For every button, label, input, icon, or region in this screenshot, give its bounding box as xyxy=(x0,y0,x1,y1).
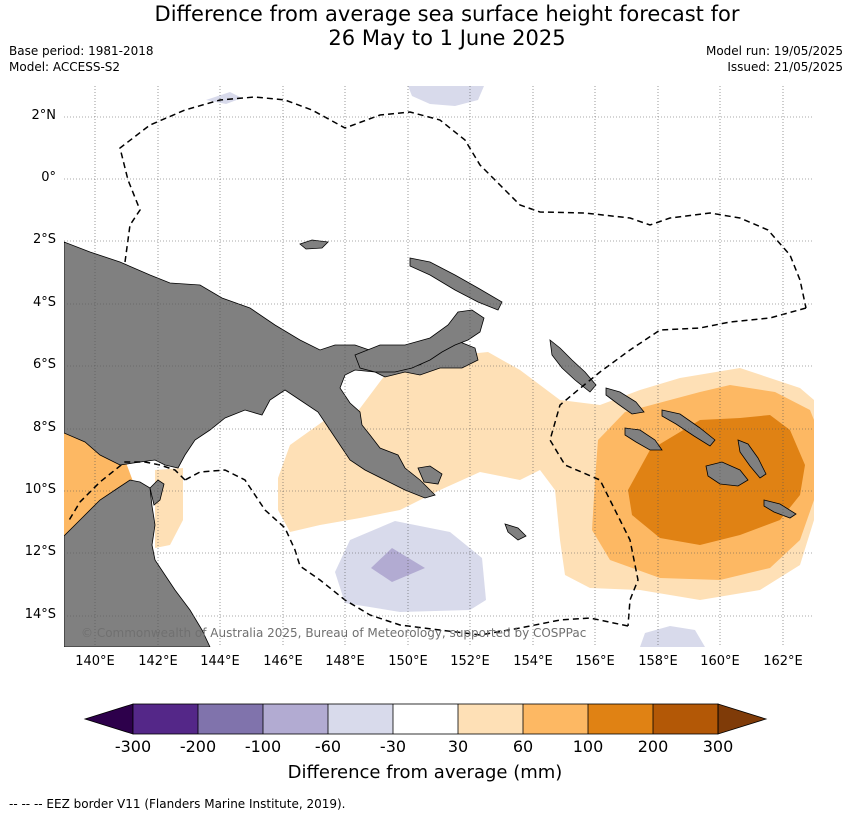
lon-label-156e: 156°E xyxy=(575,654,615,669)
anomaly-neg-30-southeast xyxy=(640,626,705,647)
lon-label-152e: 152°E xyxy=(450,654,490,669)
lon-label-162e: 162°E xyxy=(763,654,803,669)
lat-label-4s: 4°S xyxy=(32,295,56,310)
colorbar-tick: -30 xyxy=(379,737,407,756)
title-line-1: Difference from average sea surface heig… xyxy=(154,2,740,26)
eez-borders xyxy=(67,96,807,636)
colorbar-tick: 300 xyxy=(702,737,734,756)
lat-label-2n: 2°N xyxy=(31,108,57,123)
lon-label-140e: 140°E xyxy=(75,654,115,669)
colorbar-bin-1 xyxy=(133,704,198,734)
lon-label-146e: 146°E xyxy=(263,654,303,669)
lon-label-142e: 142°E xyxy=(138,654,178,669)
colorbar-bin-7 xyxy=(523,704,588,734)
land-bougainville xyxy=(549,339,597,393)
base-period: Base period: 1981-2018 xyxy=(9,44,154,58)
model-name: Model: ACCESS-S2 xyxy=(9,60,121,74)
colorbar-bin-2 xyxy=(198,704,263,734)
colorbar-bin-9 xyxy=(653,704,718,734)
lat-label-12s: 12°S xyxy=(24,544,56,559)
land-cape-york xyxy=(64,479,211,647)
model-run: Model run: 19/05/2025 xyxy=(705,44,843,58)
title-line-2: 26 May to 1 June 2025 xyxy=(328,26,566,50)
colorbar-tick: -300 xyxy=(114,737,152,756)
colorbar-tick: -60 xyxy=(314,737,342,756)
lat-label-2s: 2°S xyxy=(32,232,56,247)
lon-label-148e: 148°E xyxy=(325,654,365,669)
colorbar-tick: -100 xyxy=(244,737,282,756)
colorbar-bin-4 xyxy=(328,704,393,734)
colorbar-tick: 60 xyxy=(512,737,534,756)
colorbar-tick: 30 xyxy=(447,737,469,756)
lat-label-14s: 14°S xyxy=(24,607,56,622)
land-manus xyxy=(299,239,329,250)
land-santa-isabel xyxy=(661,409,716,447)
meta-left: Base period: 1981-2018 Model: ACCESS-S2 xyxy=(9,43,154,75)
anomaly-neg-30-north-small xyxy=(206,92,242,104)
land-choiseul xyxy=(605,387,645,415)
colorbar-tick: 100 xyxy=(572,737,604,756)
meta-right: Model run: 19/05/2025 Issued: 21/05/2025 xyxy=(706,43,843,75)
land-new-georgia xyxy=(624,427,663,451)
colorbar-bin-5 xyxy=(393,704,458,734)
colorbar-title: Difference from average (mm) xyxy=(287,762,563,783)
land-guadalcanal xyxy=(705,461,749,487)
copyright-notice: © Commonwealth of Australia 2025, Bureau… xyxy=(81,626,587,640)
gridlines xyxy=(64,86,814,647)
land-new-ireland xyxy=(409,257,503,311)
land-makira xyxy=(763,499,797,519)
anomaly-neg-30-north xyxy=(408,86,484,106)
map-plot-area xyxy=(64,86,814,647)
colorbar-bin-8 xyxy=(588,704,653,734)
land-new-guinea xyxy=(64,241,479,499)
land-louisiade xyxy=(504,523,527,541)
colorbar-tick: -200 xyxy=(179,737,217,756)
lon-label-158e: 158°E xyxy=(638,654,678,669)
colorbar-tick: 200 xyxy=(637,737,669,756)
land-new-britain xyxy=(354,309,485,373)
land-cape-york-tip xyxy=(149,479,165,506)
lon-label-154e: 154°E xyxy=(513,654,553,669)
anomaly-neg-60 xyxy=(371,548,425,582)
map-title: Difference from average sea surface heig… xyxy=(0,2,850,50)
lat-label-0: 0° xyxy=(41,170,56,185)
colorbar-extend-low xyxy=(83,703,134,735)
lat-label-10s: 10°S xyxy=(24,482,56,497)
colorbar-bin-3 xyxy=(263,704,328,734)
lat-label-8s: 8°S xyxy=(32,420,56,435)
colorbar-extend-high xyxy=(717,703,768,735)
lat-label-6s: 6°S xyxy=(32,357,56,372)
land-dentrecasteaux xyxy=(417,465,443,485)
lon-label-144e: 144°E xyxy=(200,654,240,669)
issued-date: Issued: 21/05/2025 xyxy=(727,60,843,74)
lon-label-160e: 160°E xyxy=(700,654,740,669)
colorbar xyxy=(83,703,768,735)
eez-footnote: -- -- -- EEZ border V11 (Flanders Marine… xyxy=(9,797,346,811)
land-malaita xyxy=(737,439,767,479)
colorbar-bin-6 xyxy=(458,704,523,734)
lon-label-150e: 150°E xyxy=(388,654,428,669)
